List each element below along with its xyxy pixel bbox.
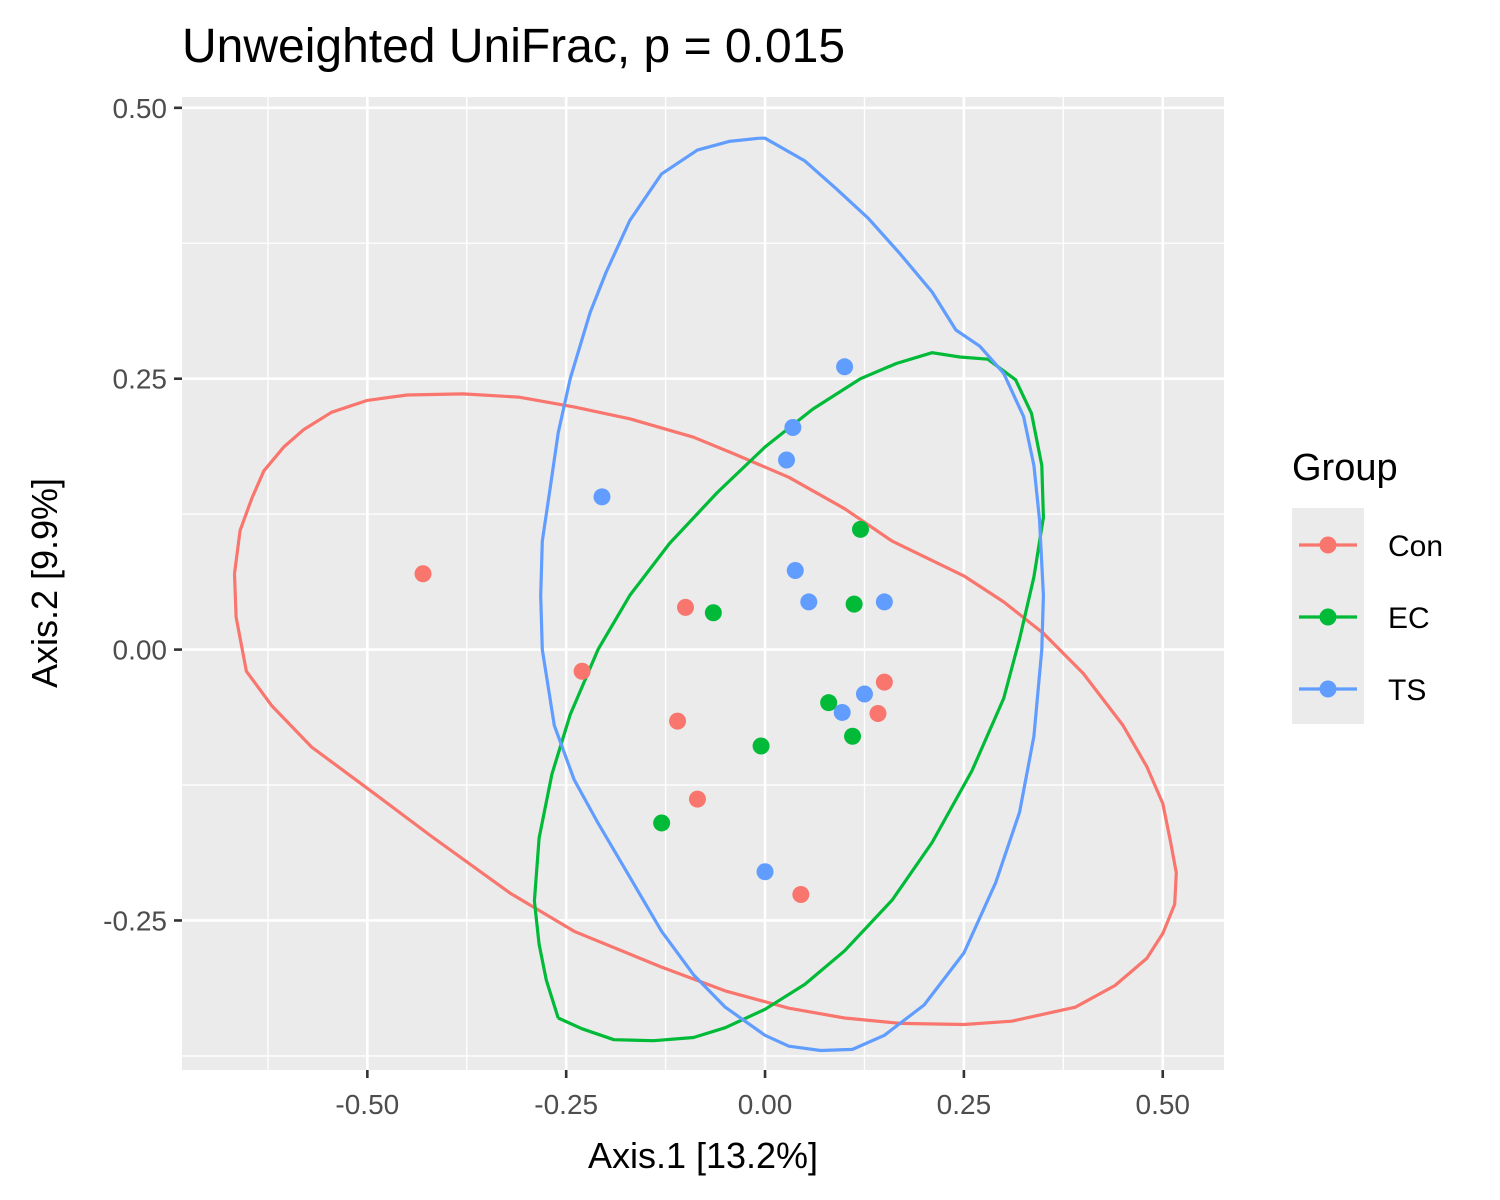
- point-con: [677, 598, 695, 616]
- axis-ticks: -0.50 -0.25 0.00 0.25 0.50 -0.25 0.00 0.25 0.50: [103, 93, 1190, 1120]
- point-ts: [778, 451, 796, 469]
- point-ec: [845, 595, 863, 613]
- x-tick-label: 0.00: [738, 1089, 793, 1120]
- legend: Group Con EC TS: [1292, 447, 1443, 724]
- point-ts: [836, 358, 854, 376]
- plot-panel: [182, 97, 1224, 1070]
- point-con: [573, 662, 591, 680]
- legend-items: Con EC TS: [1299, 530, 1443, 707]
- point-ec: [851, 520, 869, 538]
- point-ts: [784, 418, 802, 436]
- ellipse-ec: [532, 351, 1045, 1043]
- x-tick-label: 0.50: [1136, 1089, 1191, 1120]
- point-con: [869, 705, 887, 723]
- y-tick-label: -0.25: [103, 905, 167, 936]
- point-ts: [593, 488, 611, 506]
- legend-label-ec: EC: [1388, 602, 1430, 635]
- legend-title: Group: [1292, 447, 1398, 489]
- point-ts: [833, 703, 851, 721]
- legend-dot-ec: [1319, 608, 1337, 626]
- point-con: [875, 673, 893, 691]
- point-ts: [875, 593, 893, 611]
- point-ec: [844, 727, 862, 745]
- x-tick-label: 0.25: [937, 1089, 992, 1120]
- grid-lines: [182, 97, 1224, 1070]
- x-axis-title: Axis.1 [13.2%]: [588, 1135, 818, 1176]
- point-ec: [704, 604, 722, 622]
- point-con: [792, 885, 810, 903]
- legend-dot-ts: [1319, 680, 1337, 698]
- point-ts: [800, 593, 818, 611]
- x-tick-label: -0.25: [534, 1089, 598, 1120]
- point-ts: [786, 561, 804, 579]
- group-ellipses: [232, 136, 1178, 1053]
- y-tick-label: 0.25: [113, 364, 168, 395]
- point-ec: [752, 737, 770, 755]
- ellipse-con: [232, 392, 1178, 1027]
- legend-dot-con: [1319, 536, 1337, 554]
- chart-title: Unweighted UniFrac, p = 0.015: [182, 20, 845, 73]
- point-ec: [820, 694, 838, 712]
- y-tick-label: 0.50: [113, 93, 168, 124]
- x-tick-label: -0.50: [335, 1089, 399, 1120]
- legend-label-ts: TS: [1388, 674, 1426, 707]
- point-ec: [653, 814, 671, 832]
- legend-label-con: Con: [1388, 530, 1443, 563]
- point-ts: [855, 685, 873, 703]
- y-axis-title: Axis.2 [9.9%]: [24, 478, 65, 688]
- point-con: [669, 712, 687, 730]
- y-tick-label: 0.00: [113, 635, 168, 666]
- data-points: [414, 358, 893, 903]
- point-con: [414, 565, 432, 583]
- point-con: [688, 790, 706, 808]
- point-ts: [756, 863, 774, 881]
- ellipse-ts: [539, 136, 1045, 1053]
